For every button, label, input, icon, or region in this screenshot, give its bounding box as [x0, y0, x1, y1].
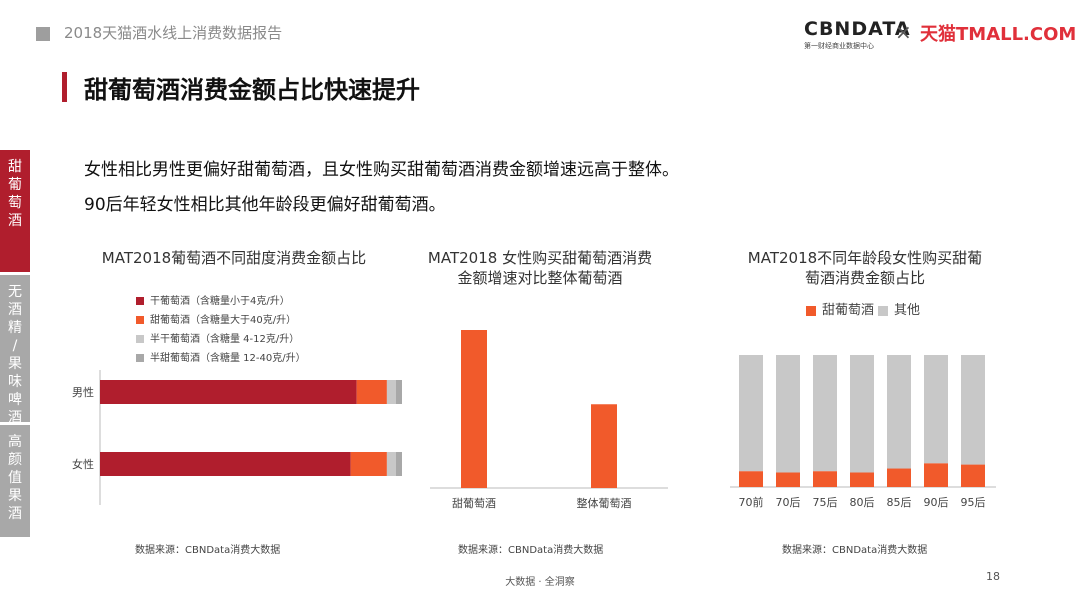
legend-swatch: [136, 354, 144, 362]
side-tab-2[interactable]: 高颜值果酒: [0, 425, 30, 537]
report-title: 2018天猫酒水线上消费数据报告: [64, 24, 283, 42]
cbndata-logo: CBNDATA: [804, 18, 911, 40]
chart3-category-label: 70前: [739, 495, 764, 509]
chart1-bar-segment: [356, 380, 387, 404]
chart3-category-label: 85后: [887, 496, 912, 509]
chart3-title: MAT2018不同年龄段女性购买甜葡萄酒消费金额占比: [747, 249, 983, 287]
legend-label: 甜葡萄酒: [822, 303, 875, 318]
chart1-bar-segment: [395, 452, 402, 476]
chart1-title: MAT2018葡萄酒不同甜度消费金额占比: [101, 249, 367, 267]
legend-swatch: [806, 305, 816, 316]
chart1-category-label: 女性: [72, 457, 94, 471]
chart3-bar-segment: [813, 471, 837, 487]
chart3-bar-segment: [924, 463, 948, 487]
chart3-bar-segment: [850, 355, 874, 473]
chart3-source: 数据来源：CBNData消费大数据: [782, 545, 928, 556]
legend-swatch: [136, 335, 144, 343]
legend-label: 甜葡萄酒（含糖量大于40克/升）: [150, 315, 297, 326]
footer-slogan: 大数据 · 全洞察: [505, 577, 575, 588]
chart3-legend-item: 其他: [878, 299, 920, 318]
side-tab-0[interactable]: 甜葡萄酒: [0, 150, 30, 272]
chart1-bar-segment: [395, 380, 402, 404]
chart3-category-label: 80后: [850, 496, 875, 509]
page-number: 18: [986, 570, 1000, 583]
chart1-legend-item: 半甜葡萄酒（含糖量 12-40克/升）: [136, 349, 306, 364]
chart1-category-label: 男性: [72, 385, 94, 399]
chart1-bar-segment: [100, 380, 357, 404]
chart3-bar-segment: [887, 355, 911, 469]
chart3-bar-segment: [850, 472, 874, 487]
description-line-2: 90后年轻女性相比其他年龄段更偏好甜葡萄酒。: [84, 195, 446, 215]
chart2-source: 数据来源：CBNData消费大数据: [458, 545, 604, 556]
chart3-bar-segment: [776, 472, 800, 487]
chart3-bar-segment: [961, 464, 985, 487]
chart3-category-label: 70后: [776, 496, 801, 509]
cbndata-logo-subtitle: 第一财经商业数据中心: [804, 42, 874, 50]
page-title: 甜葡萄酒消费金额占比快速提升: [84, 76, 420, 104]
chart3-category-label: 90后: [924, 496, 949, 509]
chart3-bar-segment: [961, 355, 985, 465]
side-tab-1[interactable]: 无酒精 / 果味啤酒: [0, 275, 30, 426]
chart3-stacked-column: 70前 70后 75后 80后 85后 90后 95后: [730, 355, 996, 509]
chart1-legend-item: 甜葡萄酒（含糖量大于40克/升）: [136, 311, 296, 326]
description-line-1: 女性相比男性更偏好甜葡萄酒，且女性购买甜葡萄酒消费金额增速远高于整体。: [84, 160, 679, 180]
legend-label: 干葡萄酒（含糖量小于4克/升）: [150, 296, 290, 307]
chart1-bar-segment: [100, 452, 351, 476]
chart3-bar-segment: [776, 355, 800, 473]
chart2-bar: 甜葡萄酒 整体葡萄酒: [430, 330, 668, 510]
chart3-bar-segment: [739, 355, 763, 472]
legend-label: 半甜葡萄酒（含糖量 12-40克/升）: [150, 353, 306, 364]
chart2-bar: [461, 330, 487, 488]
legend-swatch: [136, 316, 144, 324]
chart1-legend-item: 半干葡萄酒（含糖量 4-12克/升）: [136, 330, 299, 345]
legend-label: 其他: [894, 303, 921, 318]
chart3-legend-item: 甜葡萄酒: [806, 299, 874, 318]
header-square-icon: [36, 27, 50, 41]
tmall-logo: 天猫TMALL.COM: [920, 24, 1077, 45]
chart3-bar-segment: [813, 355, 837, 472]
chart3-bar-segment: [887, 468, 911, 487]
chart2-bar: [591, 404, 617, 488]
chart3-category-label: 95后: [961, 496, 986, 509]
legend-label: 半干葡萄酒（含糖量 4-12克/升）: [150, 334, 300, 345]
chart1-source: 数据来源：CBNData消费大数据: [135, 545, 281, 556]
chart2-category-label: 整体葡萄酒: [577, 496, 632, 510]
logo-times-icon: ×: [895, 20, 912, 44]
legend-swatch: [136, 297, 144, 305]
chart3-bar-segment: [739, 471, 763, 487]
chart1-bar-segment: [350, 452, 387, 476]
chart3-bar-segment: [924, 355, 948, 464]
chart3-category-label: 75后: [813, 496, 838, 509]
chart1-bar-segment: [386, 380, 396, 404]
legend-swatch: [878, 305, 888, 316]
chart1-bar-segment: [386, 452, 396, 476]
chart1-legend-item: 干葡萄酒（含糖量小于4克/升）: [136, 292, 290, 307]
title-accent-bar: [62, 72, 67, 102]
chart2-category-label: 甜葡萄酒: [452, 497, 496, 510]
chart2-title: MAT2018 女性购买甜葡萄酒消费金额增速对比整体葡萄酒: [427, 249, 653, 287]
